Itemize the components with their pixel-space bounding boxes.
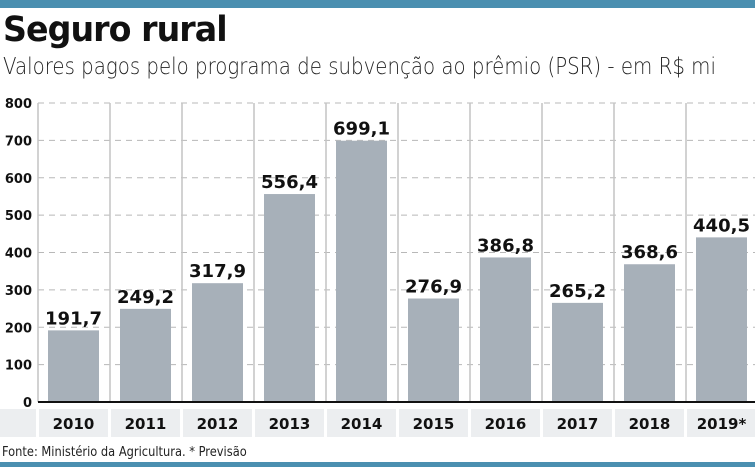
x-tick-label: 2016	[485, 415, 527, 433]
data-label: 276,9	[405, 277, 462, 298]
x-tick-label: 2010	[53, 415, 95, 433]
x-tick-label: 2013	[269, 415, 311, 433]
category-band	[687, 409, 755, 437]
bottom-accent-bar	[0, 462, 755, 467]
chart-subtitle: Valores pagos pelo programa de subvenção…	[3, 54, 716, 80]
data-label: 265,2	[549, 281, 606, 302]
data-label: 699,1	[333, 119, 390, 140]
category-band	[111, 409, 180, 437]
source-note: Fonte: Ministério da Agricultura. * Prev…	[2, 445, 247, 460]
category-band	[615, 409, 684, 437]
x-tick-label: 2018	[629, 415, 671, 433]
bar-2010	[48, 330, 99, 402]
category-band	[543, 409, 612, 437]
y-tick-label: 300	[5, 284, 32, 299]
y-tick-label: 200	[5, 321, 32, 336]
bar-2019*	[696, 237, 747, 402]
bar-2017	[552, 302, 603, 402]
y-tick-label: 800	[5, 97, 32, 112]
data-label: 368,6	[621, 242, 678, 263]
data-label: 386,8	[477, 235, 534, 256]
category-band	[183, 409, 252, 437]
bar-2015	[408, 298, 459, 402]
y-tick-label: 500	[5, 209, 32, 224]
category-band	[39, 409, 108, 437]
bar-2011	[120, 308, 171, 402]
y-tick-label: 700	[5, 134, 32, 149]
category-band	[399, 409, 468, 437]
y-tick-label: 400	[5, 247, 32, 262]
category-band	[255, 409, 324, 437]
data-label: 249,2	[117, 287, 174, 308]
x-tick-label: 2012	[197, 415, 239, 433]
bar-2018	[624, 264, 675, 402]
y-tick-label: 0	[23, 396, 32, 411]
chart-title: Seguro rural	[3, 10, 228, 50]
category-band	[471, 409, 540, 437]
x-tick-label: 2017	[557, 415, 599, 433]
category-band	[327, 409, 396, 437]
data-label: 317,9	[189, 261, 246, 282]
data-label: 556,4	[261, 172, 318, 193]
bar-2012	[192, 283, 243, 402]
bar-2016	[480, 257, 531, 402]
x-tick-label: 2011	[125, 415, 167, 433]
x-tick-label: 2014	[341, 415, 383, 433]
bar-2014	[336, 140, 387, 403]
top-accent-bar	[0, 0, 755, 8]
x-tick-label: 2015	[413, 415, 455, 433]
data-label: 191,7	[45, 308, 102, 329]
y-tick-label: 600	[5, 172, 32, 187]
x-tick-label: 2019*	[697, 415, 747, 433]
category-band-blank	[0, 409, 36, 437]
bar-2013	[264, 194, 315, 402]
y-tick-label: 100	[5, 359, 32, 374]
data-label: 440,5	[693, 215, 750, 236]
